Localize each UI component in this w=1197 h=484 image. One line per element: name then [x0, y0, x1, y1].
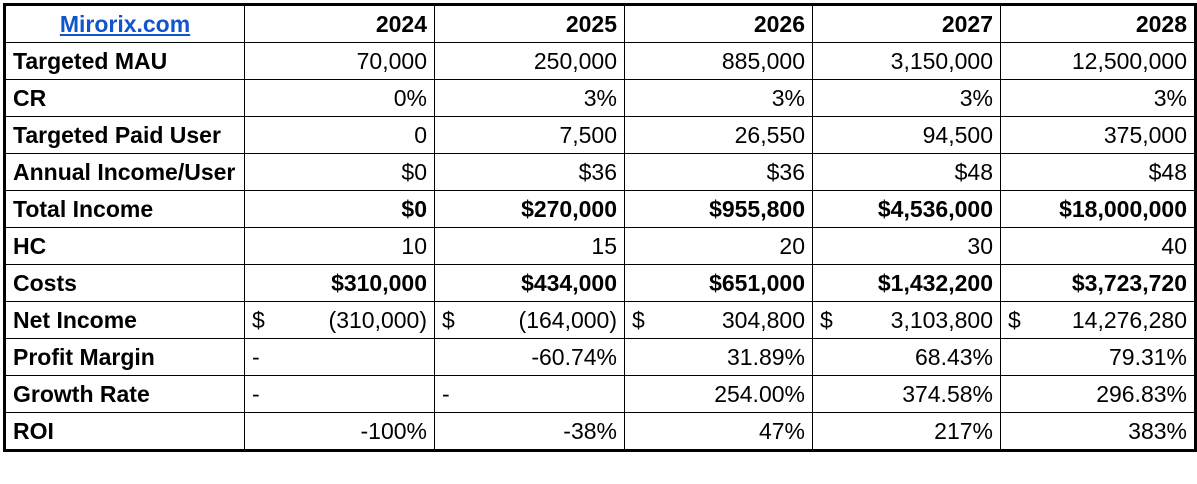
- table-cell[interactable]: -: [244, 375, 435, 413]
- table-cell[interactable]: 3%: [624, 79, 813, 117]
- year-header-2024[interactable]: 2024: [244, 4, 435, 43]
- table-cell[interactable]: $3,103,800: [812, 301, 1001, 339]
- table-cell[interactable]: 0: [244, 116, 435, 154]
- table-cell[interactable]: 30: [812, 227, 1001, 265]
- year-header-2027[interactable]: 2027: [812, 4, 1001, 43]
- cell-value: (164,000): [518, 307, 617, 333]
- table-cell[interactable]: 15: [434, 227, 625, 265]
- row-net-income: Net Income $ (310,000) $ (164,000) $304,80…: [4, 301, 1196, 339]
- currency-symbol: $: [1008, 307, 1021, 333]
- table-cell[interactable]: 3%: [812, 79, 1001, 117]
- cell-value: (310,000): [328, 307, 427, 333]
- table-cell[interactable]: $0: [244, 153, 435, 191]
- table-cell[interactable]: $36: [624, 153, 813, 191]
- table-cell[interactable]: $3,723,720: [1000, 264, 1196, 302]
- row-label[interactable]: Annual Income/User: [4, 153, 245, 191]
- table-cell[interactable]: 70,000: [244, 42, 435, 80]
- table-cell[interactable]: 217%: [812, 412, 1001, 451]
- row-label[interactable]: ROI: [4, 412, 245, 451]
- table-cell[interactable]: -: [244, 338, 435, 376]
- table-cell[interactable]: $36: [434, 153, 625, 191]
- cell-value: 14,276,280: [1071, 307, 1187, 333]
- row-annual-income-user: Annual Income/User $0 $36 $36 $48 $48: [4, 153, 1196, 191]
- table-cell[interactable]: $955,800: [624, 190, 813, 228]
- table-cell[interactable]: $270,000: [434, 190, 625, 228]
- table-cell[interactable]: 79.31%: [1000, 338, 1196, 376]
- table-cell[interactable]: $434,000: [434, 264, 625, 302]
- table-cell[interactable]: $ (310,000): [244, 301, 435, 339]
- table-cell[interactable]: $48: [812, 153, 1001, 191]
- table-cell[interactable]: $304,800: [624, 301, 813, 339]
- row-label[interactable]: Targeted MAU: [4, 42, 245, 80]
- table-cell[interactable]: 20: [624, 227, 813, 265]
- row-label[interactable]: Growth Rate: [4, 375, 245, 413]
- row-targeted-paid-user: Targeted Paid User 0 7,500 26,550 94,500…: [4, 116, 1196, 154]
- row-roi: ROI -100% -38% 47% 217% 383%: [4, 412, 1196, 451]
- table-cell[interactable]: 3%: [1000, 79, 1196, 117]
- row-profit-margin: Profit Margin - -60.74% 31.89% 68.43% 79…: [4, 338, 1196, 376]
- table-cell[interactable]: 374.58%: [812, 375, 1001, 413]
- table-cell[interactable]: 0%: [244, 79, 435, 117]
- table-cell[interactable]: 40: [1000, 227, 1196, 265]
- table-cell[interactable]: 94,500: [812, 116, 1001, 154]
- row-label[interactable]: Costs: [4, 264, 245, 302]
- table-cell[interactable]: 47%: [624, 412, 813, 451]
- row-label[interactable]: Total Income: [4, 190, 245, 228]
- table-cell[interactable]: 31.89%: [624, 338, 813, 376]
- table-cell[interactable]: $651,000: [624, 264, 813, 302]
- currency-symbol: $: [442, 307, 455, 333]
- table-cell[interactable]: -60.74%: [434, 338, 625, 376]
- table-cell[interactable]: 296.83%: [1000, 375, 1196, 413]
- cell-value: 304,800: [721, 307, 805, 333]
- currency-symbol: $: [632, 307, 645, 333]
- table-cell[interactable]: 10: [244, 227, 435, 265]
- table-cell[interactable]: 26,550: [624, 116, 813, 154]
- year-header-2026[interactable]: 2026: [624, 4, 813, 43]
- table-cell[interactable]: -38%: [434, 412, 625, 451]
- table-cell[interactable]: 885,000: [624, 42, 813, 80]
- table-cell[interactable]: 375,000: [1000, 116, 1196, 154]
- table-cell[interactable]: $18,000,000: [1000, 190, 1196, 228]
- year-header-2025[interactable]: 2025: [434, 4, 625, 43]
- header-row: Mirorix.com 2024 2025 2026 2027 2028: [4, 4, 1196, 43]
- brand-cell[interactable]: Mirorix.com: [4, 4, 245, 43]
- table-cell[interactable]: 254.00%: [624, 375, 813, 413]
- table-cell[interactable]: -: [434, 375, 625, 413]
- row-targeted-mau: Targeted MAU 70,000 250,000 885,000 3,15…: [4, 42, 1196, 80]
- row-label[interactable]: Targeted Paid User: [4, 116, 245, 154]
- table-cell[interactable]: 250,000: [434, 42, 625, 80]
- currency-symbol: $: [820, 307, 833, 333]
- table-cell[interactable]: 12,500,000: [1000, 42, 1196, 80]
- projection-table: Mirorix.com 2024 2025 2026 2027 2028 Tar…: [3, 3, 1197, 452]
- year-header-2028[interactable]: 2028: [1000, 4, 1196, 43]
- row-label[interactable]: Profit Margin: [4, 338, 245, 376]
- row-label[interactable]: CR: [4, 79, 245, 117]
- table-cell[interactable]: 7,500: [434, 116, 625, 154]
- table-cell[interactable]: $0: [244, 190, 435, 228]
- table-cell[interactable]: $ (164,000): [434, 301, 625, 339]
- table-cell[interactable]: 3,150,000: [812, 42, 1001, 80]
- table-cell[interactable]: $48: [1000, 153, 1196, 191]
- table-cell[interactable]: $1,432,200: [812, 264, 1001, 302]
- currency-symbol: $: [252, 307, 265, 333]
- table-cell[interactable]: 3%: [434, 79, 625, 117]
- table-cell[interactable]: $14,276,280: [1000, 301, 1196, 339]
- table-cell[interactable]: 68.43%: [812, 338, 1001, 376]
- table-cell[interactable]: 383%: [1000, 412, 1196, 451]
- brand-link[interactable]: Mirorix.com: [59, 11, 191, 37]
- table-cell[interactable]: $310,000: [244, 264, 435, 302]
- row-label[interactable]: Net Income: [4, 301, 245, 339]
- row-total-income: Total Income $0 $270,000 $955,800 $4,536…: [4, 190, 1196, 228]
- row-growth-rate: Growth Rate - - 254.00% 374.58% 296.83%: [4, 375, 1196, 413]
- row-cr: CR 0% 3% 3% 3% 3%: [4, 79, 1196, 117]
- table-cell[interactable]: -100%: [244, 412, 435, 451]
- row-label[interactable]: HC: [4, 227, 245, 265]
- cell-value: 3,103,800: [890, 307, 993, 333]
- row-hc: HC 10 15 20 30 40: [4, 227, 1196, 265]
- table-cell[interactable]: $4,536,000: [812, 190, 1001, 228]
- row-costs: Costs $310,000 $434,000 $651,000 $1,432,…: [4, 264, 1196, 302]
